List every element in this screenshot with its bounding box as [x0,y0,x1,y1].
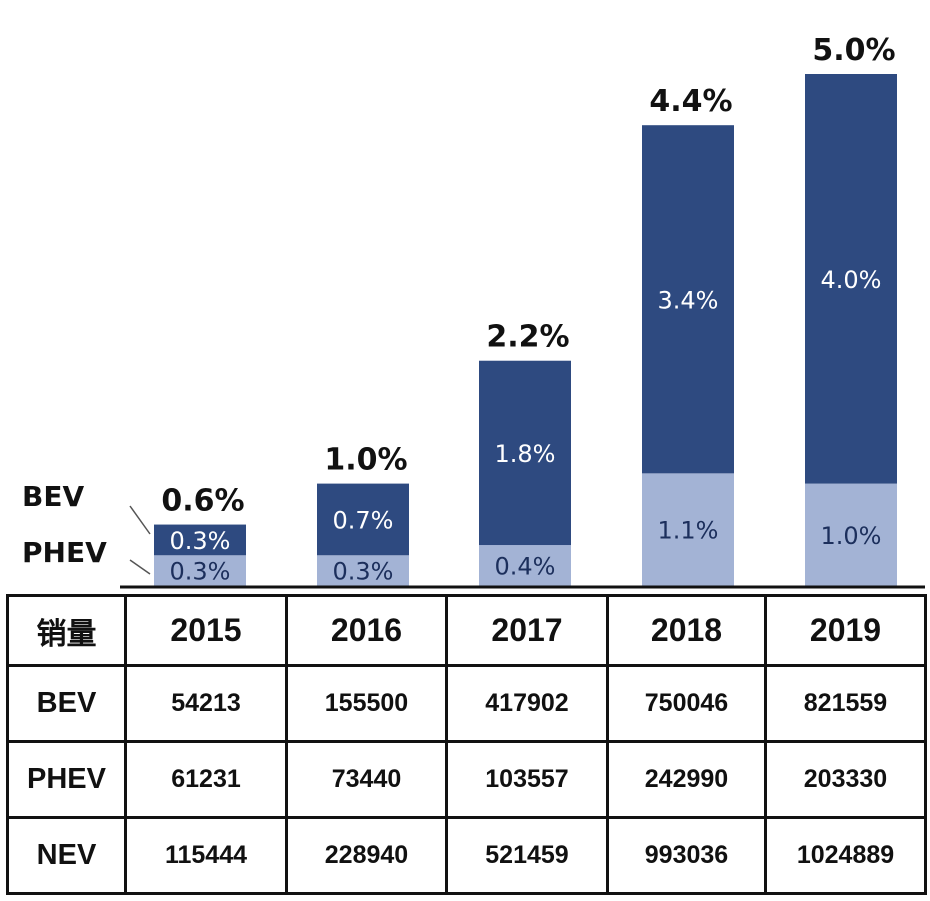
stacked-bar-chart: 0.3% 0.3% 0.6% 0.3% 0.7% 1.0% 0.4% 1.8% 2.2% 1.1%… [22,33,925,589]
total-value-label: 0.6% [161,484,244,519]
table-cell: 242990 [606,740,767,819]
segment-value-label: 0.3% [170,527,231,555]
table-row-label: BEV [6,664,127,743]
total-value-label: 1.0% [324,443,407,478]
table-cell: 155500 [285,664,448,743]
segment-value-label: 0.4% [495,553,556,581]
table-year-header: 2019 [764,594,927,667]
segment-value-label: 4.0% [821,266,882,294]
table-cell: 115444 [124,816,288,895]
legend-bev-label: BEV [22,480,84,513]
total-value-label: 5.0% [812,33,895,68]
table-cell: 821559 [764,664,927,743]
table-header-row: 销量 2015 2016 2017 2018 2019 [6,594,927,667]
segment-value-label: 3.4% [658,286,719,314]
bar-segment-bev [317,483,409,556]
table-year-header: 2018 [606,594,767,667]
table-cell: 228940 [285,816,448,895]
bar-segment-bev [154,524,246,556]
legend-bev-leader [129,505,151,535]
table-cell: 750046 [606,664,767,743]
segment-value-label: 1.0% [821,522,882,550]
total-value-label: 2.2% [486,320,569,355]
table-corner-label: 销量 [6,594,127,667]
table-row: NEV 115444 228940 521459 993036 1024889 [6,816,927,895]
table-row: PHEV 61231 73440 103557 242990 203330 [6,740,927,819]
bar-segment-bev [805,74,897,484]
table-cell: 103557 [445,740,609,819]
table-cell: 54213 [124,664,288,743]
table-year-header: 2017 [445,594,609,667]
bar-segment-bev [479,360,571,546]
table-row-label: NEV [6,816,127,895]
segment-value-label: 1.8% [495,440,556,468]
segment-value-label: 0.7% [333,506,394,534]
table-cell: 1024889 [764,816,927,895]
legend-phev-leader [129,559,151,575]
bar-segment-phev [479,545,571,586]
table-cell: 203330 [764,740,927,819]
segment-value-label: 0.3% [333,558,394,586]
table-cell: 73440 [285,740,448,819]
bar-segment-phev [154,555,246,586]
sales-table: 销量 2015 2016 2017 2018 2019 BEV 54213 15… [6,594,927,895]
table-year-header: 2015 [124,594,288,667]
segment-value-label: 0.3% [170,558,231,586]
table-cell: 993036 [606,816,767,895]
table-row-label: PHEV [6,740,127,819]
total-value-label: 4.4% [649,84,732,119]
legend-phev-label: PHEV [22,536,107,569]
bar-segment-phev [317,555,409,586]
bar-segment-bev [642,125,734,474]
table-cell: 61231 [124,740,288,819]
table-row: BEV 54213 155500 417902 750046 821559 [6,664,927,743]
bar-segment-phev [805,483,897,586]
table-cell: 417902 [445,664,609,743]
table-year-header: 2016 [285,594,448,667]
table-cell: 521459 [445,816,609,895]
bar-segment-phev [642,473,734,586]
segment-value-label: 1.1% [658,517,719,545]
